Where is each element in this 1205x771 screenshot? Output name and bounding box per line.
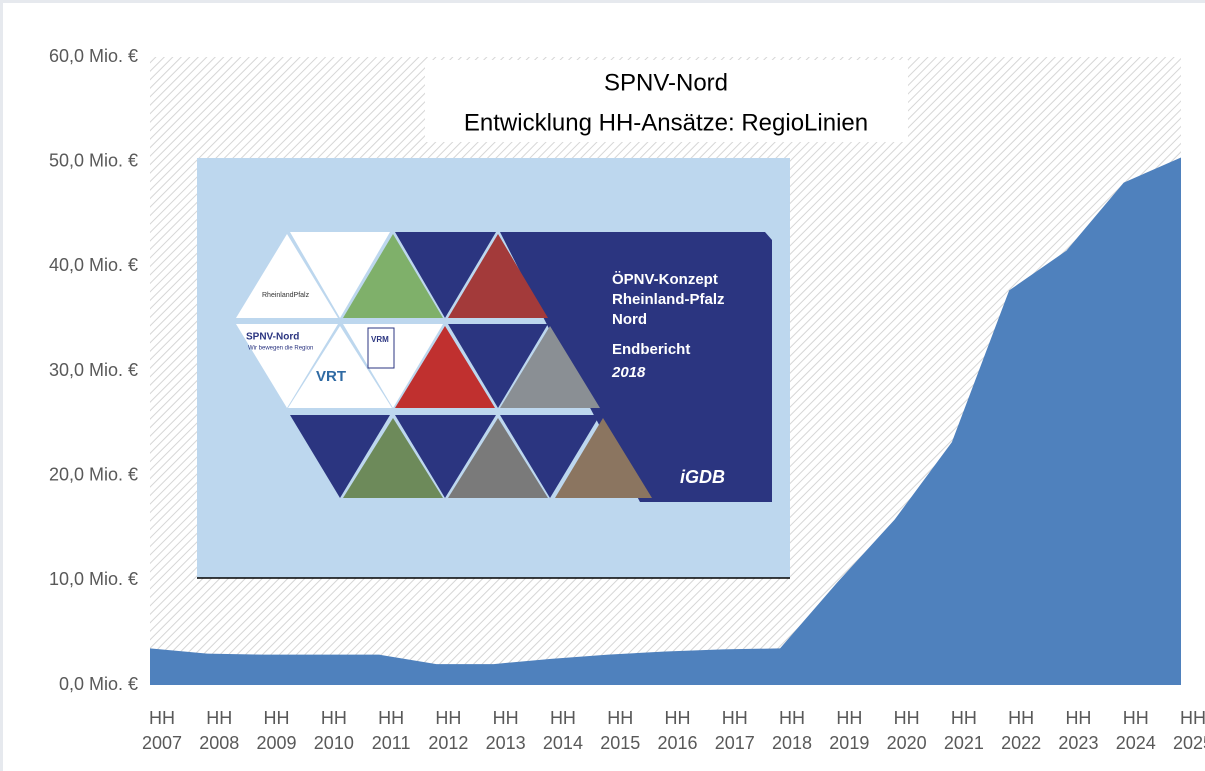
triangle — [555, 418, 652, 498]
x-tick-label: HH 2016 — [657, 708, 698, 753]
triangle — [236, 234, 338, 318]
chart-subtitle: Entwicklung HH-Ansätze: RegioLinien — [464, 109, 868, 136]
logo-text: RheinlandPfalz — [262, 292, 310, 299]
x-tick-label: HH 2018 — [772, 708, 813, 753]
x-tick-label: HH 2025 — [1172, 708, 1205, 753]
cover-text: Endbericht — [612, 341, 690, 358]
triangle — [236, 324, 338, 408]
cover-text: Nord — [612, 311, 647, 328]
x-tick-label: HH 2017 — [714, 708, 755, 753]
y-tick-label: 0,0 Mio. € — [59, 674, 138, 694]
triangle — [290, 415, 390, 498]
x-tick-label: HH 2008 — [199, 708, 240, 753]
x-tick-label: HH 2023 — [1058, 708, 1099, 753]
x-tick-label: HH 2022 — [1001, 708, 1042, 753]
x-tick-label: HH 2014 — [542, 708, 583, 753]
x-tick-label: HH 2009 — [256, 708, 297, 753]
y-tick-label: 60,0 Mio. € — [49, 46, 138, 66]
x-tick-label: HH 2010 — [313, 708, 354, 753]
chart-title: SPNV-Nord — [604, 69, 728, 96]
y-tick-label: 30,0 Mio. € — [49, 360, 138, 380]
x-tick-label: HH 2011 — [371, 708, 411, 753]
y-tick-label: 20,0 Mio. € — [49, 464, 138, 484]
x-tick-label: HH 2020 — [886, 708, 927, 753]
x-tick-label: HH 2013 — [485, 708, 526, 753]
area — [150, 157, 1181, 686]
cover-panel — [500, 232, 772, 502]
x-tick-label: HH 2019 — [829, 708, 870, 753]
triangle — [500, 326, 600, 408]
triangle — [343, 234, 443, 318]
x-tick-label: HH 2024 — [1115, 708, 1156, 753]
cover-text: 2018 — [611, 364, 646, 381]
triangle — [448, 234, 548, 318]
x-tick-label: HH 2007 — [141, 708, 183, 753]
cover-image: ÖPNV-Konzept Rheinland-Pfalz Nord Endber… — [197, 158, 790, 579]
x-tick-label: HH 2021 — [943, 708, 984, 753]
y-tick-label: 40,0 Mio. € — [49, 255, 138, 275]
x-tick-label: HH 2015 — [600, 708, 641, 753]
logo-frame — [367, 327, 395, 369]
cover-text: Rheinland-Pfalz — [612, 291, 725, 308]
triangle — [448, 324, 548, 408]
triangle — [288, 326, 392, 408]
triangle — [500, 415, 600, 498]
triangle — [343, 418, 443, 498]
triangle — [448, 418, 548, 498]
triangle — [395, 415, 496, 498]
y-tick-label: 50,0 Mio. € — [49, 150, 138, 170]
cover-text: ÖPNV-Konzept — [612, 271, 718, 288]
logo-text: Wir bewegen die Region — [248, 346, 313, 352]
y-tick-label: 10,0 Mio. € — [49, 569, 138, 589]
triangle — [395, 326, 495, 408]
logo-text: VRT — [316, 368, 346, 385]
triangle — [290, 232, 390, 318]
triangle — [395, 232, 496, 318]
logo-text: SPNV-Nord — [246, 332, 299, 343]
title-box — [425, 60, 908, 142]
cover-brand: iGDB — [680, 467, 725, 487]
logo-text: VRM — [371, 335, 389, 344]
x-tick-label: HH 2012 — [428, 708, 469, 753]
